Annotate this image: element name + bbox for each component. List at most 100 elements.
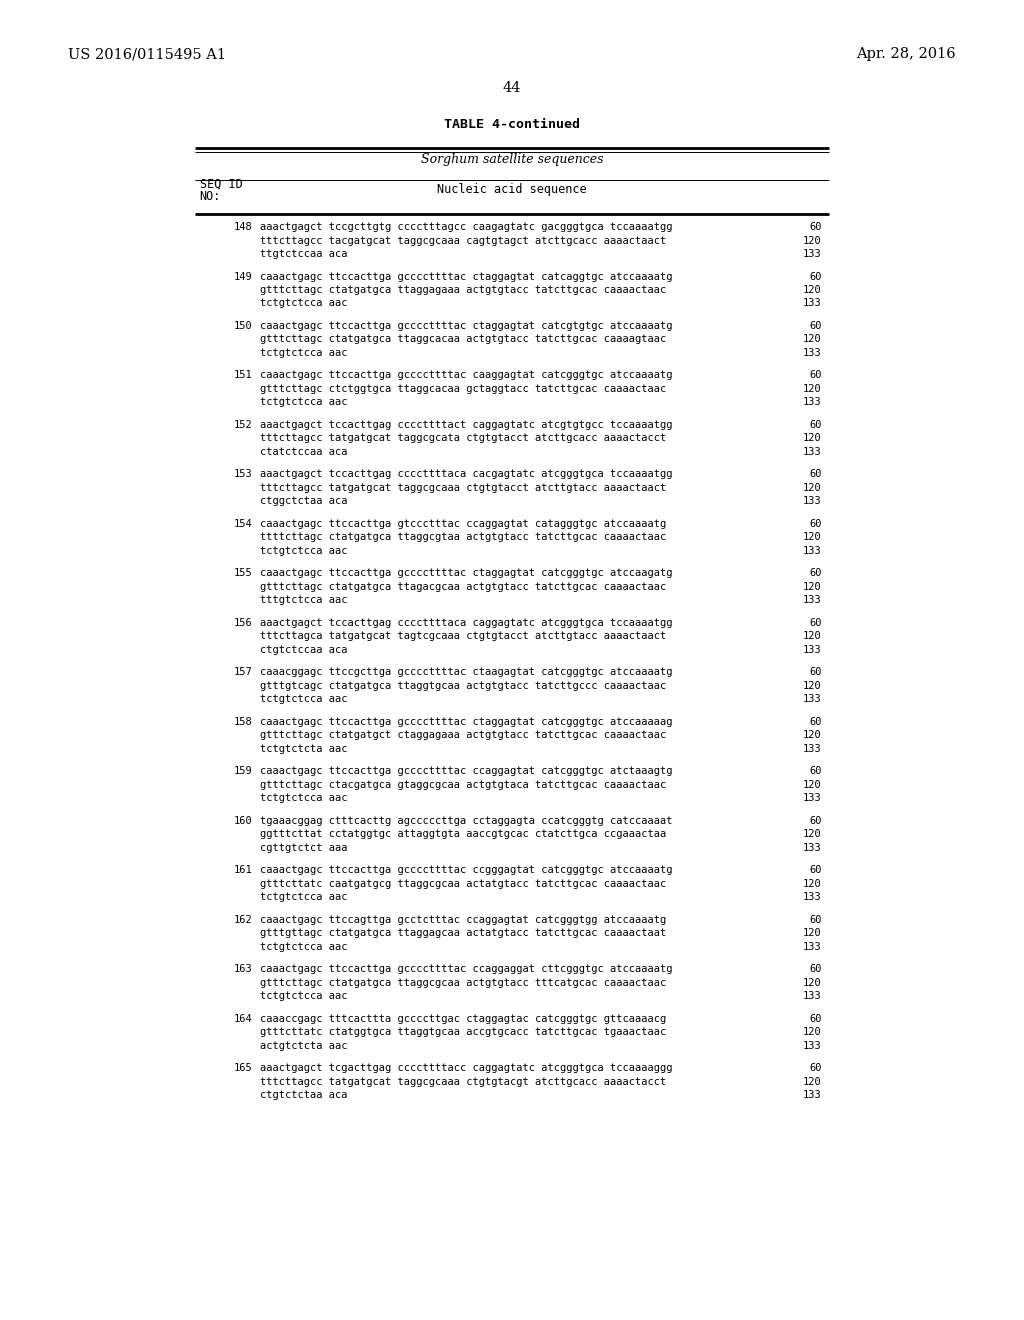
Text: tctgtctcca aac: tctgtctcca aac [259, 298, 347, 309]
Text: 155: 155 [233, 569, 253, 578]
Text: 149: 149 [233, 272, 253, 281]
Text: 60: 60 [809, 470, 821, 479]
Text: 159: 159 [233, 767, 253, 776]
Text: 120: 120 [803, 235, 821, 246]
Text: 120: 120 [803, 780, 821, 789]
Text: cgttgtctct aaa: cgttgtctct aaa [259, 843, 347, 853]
Text: gtttcttagc ctctggtgca ttaggcacaa gctaggtacc tatcttgcac caaaactaac: gtttcttagc ctctggtgca ttaggcacaa gctaggt… [259, 384, 666, 393]
Text: 150: 150 [233, 321, 253, 331]
Text: 60: 60 [809, 321, 821, 331]
Text: 162: 162 [233, 915, 253, 925]
Text: US 2016/0115495 A1: US 2016/0115495 A1 [68, 48, 226, 61]
Text: gtttcttagc ctatgatgct ctaggagaaa actgtgtacc tatcttgcac caaaactaac: gtttcttagc ctatgatgct ctaggagaaa actgtgt… [259, 730, 666, 741]
Text: NO:: NO: [200, 190, 221, 203]
Text: tctgtctcca aac: tctgtctcca aac [259, 546, 347, 556]
Text: gtttcttatc caatgatgcg ttaggcgcaa actatgtacc tatcttgcac caaaactaac: gtttcttatc caatgatgcg ttaggcgcaa actatgt… [259, 879, 666, 888]
Text: 120: 120 [803, 631, 821, 642]
Text: 60: 60 [809, 371, 821, 380]
Text: 120: 120 [803, 681, 821, 690]
Text: 120: 120 [803, 433, 821, 444]
Text: ctggctctaa aca: ctggctctaa aca [259, 496, 347, 507]
Text: 153: 153 [233, 470, 253, 479]
Text: 120: 120 [803, 1077, 821, 1086]
Text: caaactgagc ttccacttga gccccttttac caaggagtat catcgggtgc atccaaaatg: caaactgagc ttccacttga gccccttttac caagga… [259, 371, 672, 380]
Text: caaactgagc ttccacttga gccccttttac ccaggaggat cttcgggtgc atccaaaatg: caaactgagc ttccacttga gccccttttac ccagga… [259, 965, 672, 974]
Text: caaactgagc ttccacttga gccccttttac ccgggagtat catcgggtgc atccaaaatg: caaactgagc ttccacttga gccccttttac ccggga… [259, 866, 672, 875]
Text: aaactgagct tccacttgag ccccttttaca caggagtatc atcgggtgca tccaaaatgg: aaactgagct tccacttgag ccccttttaca caggag… [259, 618, 672, 628]
Text: 154: 154 [233, 519, 253, 529]
Text: 120: 120 [803, 829, 821, 840]
Text: 60: 60 [809, 519, 821, 529]
Text: 133: 133 [803, 744, 821, 754]
Text: tctgtctcca aac: tctgtctcca aac [259, 397, 347, 408]
Text: 60: 60 [809, 1064, 821, 1073]
Text: caaactgagc ttccacttga gccccttttac ctaggagtat catcgtgtgc atccaaaatg: caaactgagc ttccacttga gccccttttac ctagga… [259, 321, 672, 331]
Text: 156: 156 [233, 618, 253, 628]
Text: TABLE 4-continued: TABLE 4-continued [444, 117, 580, 131]
Text: 120: 120 [803, 483, 821, 492]
Text: 133: 133 [803, 892, 821, 903]
Text: gtttcttagc ctacgatgca gtaggcgcaa actgtgtaca tatcttgcac caaaactaac: gtttcttagc ctacgatgca gtaggcgcaa actgtgt… [259, 780, 666, 789]
Text: 60: 60 [809, 965, 821, 974]
Text: caaactgagc ttccagttga gcctctttac ccaggagtat catcgggtgg atccaaaatg: caaactgagc ttccagttga gcctctttac ccaggag… [259, 915, 666, 925]
Text: 120: 120 [803, 1027, 821, 1038]
Text: 133: 133 [803, 397, 821, 408]
Text: tctgtctcca aac: tctgtctcca aac [259, 942, 347, 952]
Text: aaactgagct tccacttgag ccccttttaca cacgagtatc atcgggtgca tccaaaatgg: aaactgagct tccacttgag ccccttttaca cacgag… [259, 470, 672, 479]
Text: 120: 120 [803, 334, 821, 345]
Text: 133: 133 [803, 496, 821, 507]
Text: 60: 60 [809, 569, 821, 578]
Text: 133: 133 [803, 1090, 821, 1101]
Text: tctgtctcta aac: tctgtctcta aac [259, 744, 347, 754]
Text: 133: 133 [803, 447, 821, 457]
Text: gtttcttagc ctatgatgca ttaggcacaa actgtgtacc tatcttgcac caaaagtaac: gtttcttagc ctatgatgca ttaggcacaa actgtgt… [259, 334, 666, 345]
Text: 60: 60 [809, 915, 821, 925]
Text: 165: 165 [233, 1064, 253, 1073]
Text: 60: 60 [809, 272, 821, 281]
Text: tttcttagcc tatgatgcat taggcgcaaa ctgtgtacct atcttgtacc aaaactaact: tttcttagcc tatgatgcat taggcgcaaa ctgtgta… [259, 483, 666, 492]
Text: 60: 60 [809, 222, 821, 232]
Text: 133: 133 [803, 942, 821, 952]
Text: caaactgagc ttccacttga gccccttttac ccaggagtat catcgggtgc atctaaagtg: caaactgagc ttccacttga gccccttttac ccagga… [259, 767, 672, 776]
Text: tctgtctcca aac: tctgtctcca aac [259, 694, 347, 705]
Text: 120: 120 [803, 730, 821, 741]
Text: caaactgagc ttccacttga gtccctttac ccaggagtat catagggtgc atccaaaatg: caaactgagc ttccacttga gtccctttac ccaggag… [259, 519, 666, 529]
Text: 60: 60 [809, 1014, 821, 1024]
Text: ctgtctccaa aca: ctgtctccaa aca [259, 645, 347, 655]
Text: 60: 60 [809, 767, 821, 776]
Text: caaactgagc ttccacttga gccccttttac ctaggagtat catcaggtgc atccaaaatg: caaactgagc ttccacttga gccccttttac ctagga… [259, 272, 672, 281]
Text: 44: 44 [503, 81, 521, 95]
Text: 120: 120 [803, 384, 821, 393]
Text: 164: 164 [233, 1014, 253, 1024]
Text: 148: 148 [233, 222, 253, 232]
Text: Sorghum satellite sequences: Sorghum satellite sequences [421, 153, 603, 166]
Text: ggtttcttat cctatggtgc attaggtgta aaccgtgcac ctatcttgca ccgaaactaa: ggtttcttat cctatggtgc attaggtgta aaccgtg… [259, 829, 666, 840]
Text: ttttcttagc ctatgatgca ttaggcgtaa actgtgtacc tatcttgcac caaaactaac: ttttcttagc ctatgatgca ttaggcgtaa actgtgt… [259, 532, 666, 543]
Text: gtttcttagc ctatgatgca ttagacgcaa actgtgtacc tatcttgcac caaaactaac: gtttcttagc ctatgatgca ttagacgcaa actgtgt… [259, 582, 666, 591]
Text: tttcttagcc tacgatgcat taggcgcaaa cagtgtagct atcttgcacc aaaactaact: tttcttagcc tacgatgcat taggcgcaaa cagtgta… [259, 235, 666, 246]
Text: SEQ ID: SEQ ID [200, 178, 243, 191]
Text: tctgtctcca aac: tctgtctcca aac [259, 793, 347, 804]
Text: Nucleic acid sequence: Nucleic acid sequence [437, 183, 587, 195]
Text: caaactgagc ttccacttga gccccttttac ctaggagtat catcgggtgc atccaagatg: caaactgagc ttccacttga gccccttttac ctagga… [259, 569, 672, 578]
Text: Apr. 28, 2016: Apr. 28, 2016 [856, 48, 956, 61]
Text: tctgtctcca aac: tctgtctcca aac [259, 892, 347, 903]
Text: 120: 120 [803, 978, 821, 987]
Text: ttgtctccaa aca: ttgtctccaa aca [259, 249, 347, 259]
Text: 120: 120 [803, 879, 821, 888]
Text: 152: 152 [233, 420, 253, 430]
Text: tttcttagcc tatgatgcat taggcgcata ctgtgtacct atcttgcacc aaaactacct: tttcttagcc tatgatgcat taggcgcata ctgtgta… [259, 433, 666, 444]
Text: 161: 161 [233, 866, 253, 875]
Text: caaactgagc ttccacttga gccccttttac ctaggagtat catcgggtgc atccaaaaag: caaactgagc ttccacttga gccccttttac ctagga… [259, 717, 672, 727]
Text: 157: 157 [233, 668, 253, 677]
Text: gtttcttagc ctatgatgca ttaggagaaa actgtgtacc tatcttgcac caaaactaac: gtttcttagc ctatgatgca ttaggagaaa actgtgt… [259, 285, 666, 294]
Text: tttcttagcc tatgatgcat taggcgcaaa ctgtgtacgt atcttgcacc aaaactacct: tttcttagcc tatgatgcat taggcgcaaa ctgtgta… [259, 1077, 666, 1086]
Text: 133: 133 [803, 645, 821, 655]
Text: 133: 133 [803, 546, 821, 556]
Text: 60: 60 [809, 668, 821, 677]
Text: caaacggagc ttccgcttga gccccttttac ctaagagtat catcgggtgc atccaaaatg: caaacggagc ttccgcttga gccccttttac ctaaga… [259, 668, 672, 677]
Text: 133: 133 [803, 249, 821, 259]
Text: aaactgagct tcgacttgag ccccttttacc caggagtatc atcgggtgca tccaaaaggg: aaactgagct tcgacttgag ccccttttacc caggag… [259, 1064, 672, 1073]
Text: tgaaacggag ctttcacttg agcccccttga cctaggagta ccatcgggtg catccaaaat: tgaaacggag ctttcacttg agcccccttga cctagg… [259, 816, 672, 826]
Text: actgtctcta aac: actgtctcta aac [259, 1041, 347, 1051]
